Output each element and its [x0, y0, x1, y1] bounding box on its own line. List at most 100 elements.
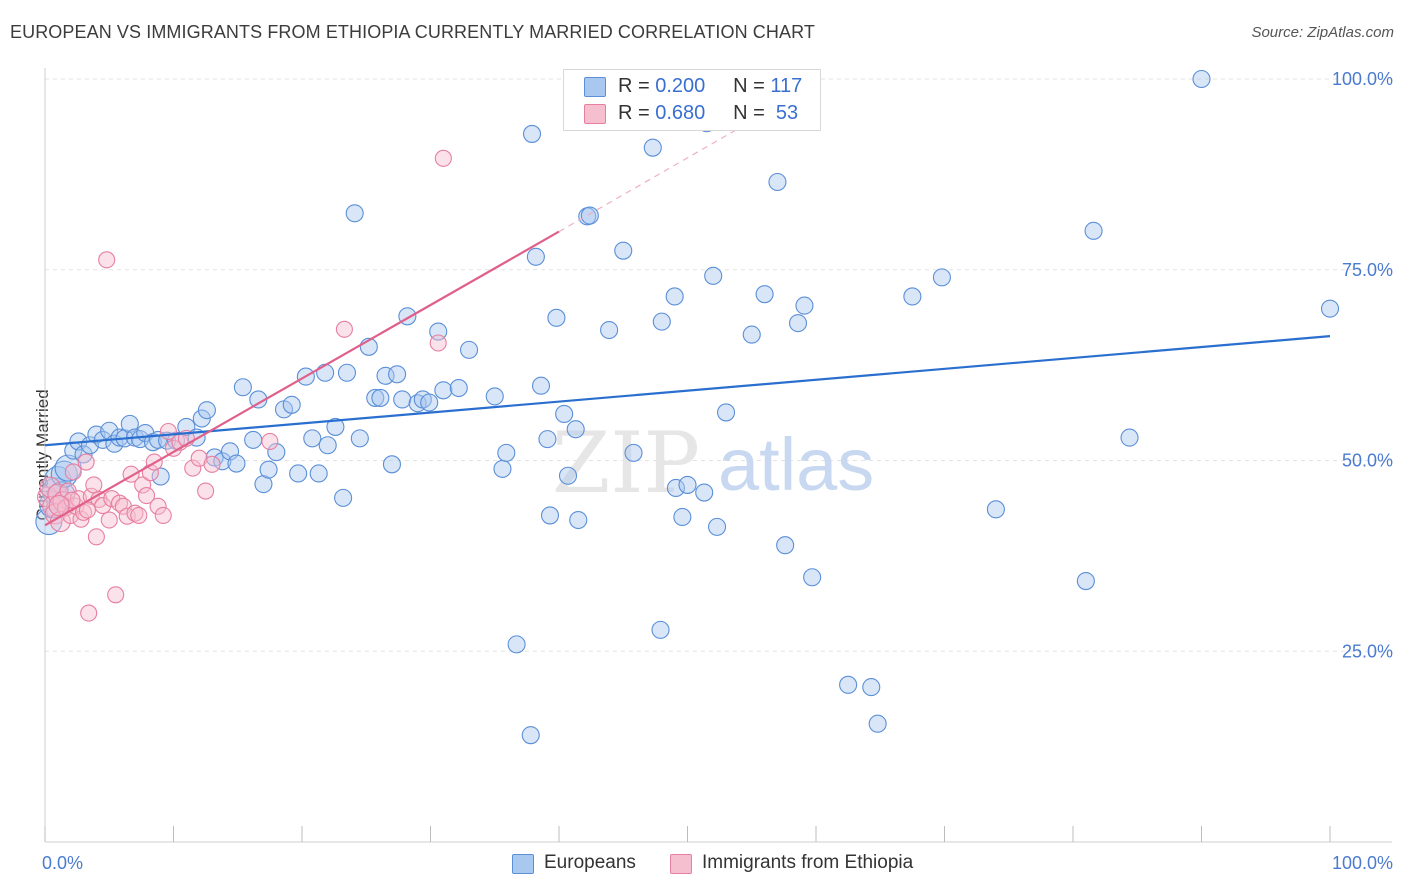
data-point	[708, 517, 727, 536]
data-point	[704, 266, 723, 285]
data-point	[493, 459, 512, 478]
legend-swatch-pink	[584, 104, 606, 124]
data-point	[64, 463, 82, 481]
data-point	[497, 443, 516, 462]
data-point	[130, 506, 148, 524]
legend-n-label: N =	[733, 75, 765, 97]
data-point	[282, 395, 301, 414]
data-point	[742, 325, 761, 344]
trend-lines	[44, 120, 1331, 527]
legend-swatch-blue	[584, 77, 606, 97]
data-point	[678, 475, 697, 494]
data-point	[526, 247, 545, 266]
data-point	[87, 528, 105, 546]
data-point	[1076, 572, 1095, 591]
data-point	[788, 314, 808, 333]
data-point	[569, 510, 588, 530]
data-point	[651, 620, 670, 639]
y-tick-label: 75.0%	[1342, 260, 1393, 280]
data-point	[63, 491, 81, 509]
data-point	[485, 387, 504, 406]
watermark-zip: ZIP	[552, 414, 700, 512]
data-point	[77, 453, 95, 471]
data-point	[393, 390, 412, 409]
correlation-legend: R = 0.200 N = 117 R = 0.680 N = 53	[563, 69, 821, 131]
data-point	[107, 586, 125, 604]
y-tick-label: 50.0%	[1342, 451, 1393, 471]
bottom-legend-label: Europeans	[544, 852, 636, 873]
data-point	[673, 507, 692, 527]
legend-n-value: 53	[775, 102, 799, 124]
data-point	[376, 366, 395, 385]
data-point	[154, 506, 172, 524]
data-point	[624, 443, 643, 462]
data-point	[768, 172, 787, 192]
data-point	[776, 536, 795, 555]
data-point	[213, 452, 232, 471]
legend-r-value: 0.200	[655, 75, 706, 97]
data-point	[1192, 69, 1211, 89]
data-point	[566, 420, 585, 439]
series-europeans	[35, 69, 1340, 745]
data-point	[862, 678, 881, 697]
data-point	[429, 334, 447, 352]
data-point	[1320, 299, 1340, 318]
data-point	[244, 430, 263, 449]
data-point	[839, 675, 858, 694]
data-point	[350, 429, 369, 448]
data-point	[289, 464, 308, 483]
data-point	[1084, 221, 1103, 240]
data-point	[233, 378, 252, 397]
data-point	[614, 241, 633, 260]
data-point	[309, 464, 328, 483]
data-point	[522, 124, 542, 143]
data-point	[100, 511, 118, 529]
data-point	[932, 268, 951, 287]
data-point	[151, 467, 170, 486]
data-point	[868, 714, 887, 733]
legend-r-value: 0.680	[655, 102, 706, 124]
legend-r-label: R =	[618, 102, 650, 124]
data-point	[48, 494, 70, 517]
data-point	[643, 138, 662, 157]
data-point	[547, 308, 566, 327]
data-point	[716, 403, 736, 422]
data-point	[903, 287, 922, 306]
data-point	[434, 381, 453, 400]
data-point	[335, 320, 353, 338]
data-point	[1120, 428, 1139, 447]
legend-n-label: N =	[733, 102, 765, 124]
data-point	[555, 404, 574, 424]
watermark: ZIP atlas	[552, 414, 874, 512]
x-tick-label: 0.0%	[42, 853, 83, 873]
data-point	[303, 429, 322, 448]
data-point	[227, 454, 246, 473]
data-point	[337, 363, 357, 382]
chart-source: Source: ZipAtlas.com	[1251, 24, 1394, 41]
data-point	[795, 296, 814, 315]
data-point	[184, 459, 202, 477]
data-point	[652, 312, 671, 331]
data-point	[540, 506, 560, 525]
data-point	[531, 376, 551, 395]
data-point	[259, 460, 278, 479]
legend-n-value: 117	[770, 75, 803, 97]
data-point	[318, 436, 337, 455]
data-point	[580, 206, 599, 225]
gridlines	[45, 78, 1392, 652]
data-point	[986, 500, 1005, 519]
data-point	[134, 476, 152, 494]
data-point	[98, 251, 116, 269]
data-point	[755, 285, 774, 304]
data-point	[420, 393, 439, 412]
x-tick-label: 100.0%	[1332, 853, 1393, 873]
data-point	[267, 443, 286, 462]
data-point	[72, 510, 90, 528]
data-point	[137, 487, 156, 505]
data-point	[666, 478, 685, 498]
data-point	[316, 363, 335, 382]
data-point	[382, 455, 402, 474]
data-point	[197, 482, 215, 500]
data-point	[521, 726, 540, 745]
